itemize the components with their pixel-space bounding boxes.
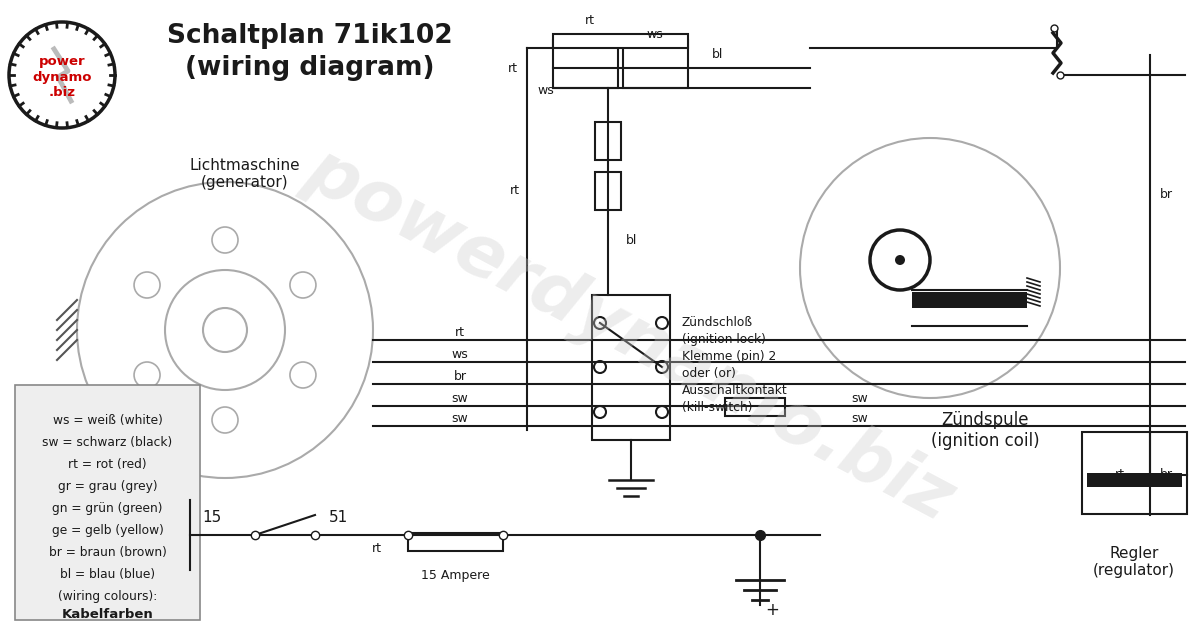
- Text: bl: bl: [626, 234, 637, 246]
- Text: sw: sw: [451, 411, 468, 425]
- Text: sw: sw: [852, 411, 869, 425]
- Text: Zündschloß
(ignition lock)
Klemme (pin) 2
oder (or)
Ausschaltkontakt
(kill-switc: Zündschloß (ignition lock) Klemme (pin) …: [682, 316, 787, 414]
- Circle shape: [290, 362, 316, 388]
- Text: gr = grau (grey): gr = grau (grey): [58, 480, 157, 493]
- Circle shape: [656, 317, 668, 329]
- Text: rt: rt: [1115, 469, 1126, 481]
- Circle shape: [656, 361, 668, 373]
- Text: ws = weiß (white): ws = weiß (white): [53, 414, 162, 427]
- Circle shape: [77, 182, 373, 478]
- Text: br = braun (brown): br = braun (brown): [48, 546, 167, 559]
- Text: Regler
(regulator): Regler (regulator): [1093, 546, 1175, 578]
- Text: br: br: [1159, 188, 1172, 202]
- Text: Kabelfarben: Kabelfarben: [61, 608, 154, 621]
- Text: sw: sw: [852, 391, 869, 404]
- Circle shape: [594, 406, 606, 418]
- Text: 51: 51: [329, 510, 348, 525]
- Text: bl = blau (blue): bl = blau (blue): [60, 568, 155, 581]
- Text: 15: 15: [203, 510, 222, 525]
- Text: Schaltplan 71ik102
(wiring diagram): Schaltplan 71ik102 (wiring diagram): [167, 23, 452, 81]
- Text: Zündspule
(ignition coil): Zündspule (ignition coil): [931, 411, 1039, 450]
- Text: ws: ws: [538, 84, 554, 96]
- Text: ge = gelb (yellow): ge = gelb (yellow): [52, 524, 163, 537]
- Circle shape: [10, 22, 115, 128]
- Text: br: br: [1159, 469, 1172, 481]
- Circle shape: [594, 317, 606, 329]
- Bar: [592, 295, 670, 440]
- Text: Lichtmaschine
(generator): Lichtmaschine (generator): [190, 158, 300, 190]
- Text: br: br: [454, 370, 467, 382]
- Text: rt: rt: [510, 183, 520, 197]
- Text: rt: rt: [586, 13, 595, 26]
- Text: rt = rot (red): rt = rot (red): [68, 458, 146, 471]
- Text: ws: ws: [647, 28, 664, 42]
- Bar: [553, 34, 688, 48]
- Text: rt: rt: [455, 326, 466, 338]
- Bar: [725, 398, 785, 416]
- Bar: [1082, 432, 1187, 514]
- Circle shape: [212, 227, 238, 253]
- Text: rt: rt: [508, 62, 518, 74]
- Circle shape: [134, 272, 160, 298]
- Bar: [595, 172, 622, 210]
- Text: sw = schwarz (black): sw = schwarz (black): [42, 436, 173, 449]
- Text: gn = grün (green): gn = grün (green): [53, 502, 163, 515]
- Text: bl: bl: [713, 49, 724, 62]
- Bar: [623, 40, 688, 88]
- Circle shape: [290, 272, 316, 298]
- Bar: [912, 292, 1027, 308]
- Circle shape: [203, 308, 247, 352]
- Text: (wiring colours):: (wiring colours):: [58, 590, 157, 603]
- Circle shape: [594, 361, 606, 373]
- Bar: [14, 385, 200, 620]
- Text: power
dynamo
.biz: power dynamo .biz: [32, 55, 91, 98]
- Text: +: +: [766, 601, 779, 619]
- Text: 15 Ampere: 15 Ampere: [421, 568, 490, 581]
- Text: rt: rt: [372, 542, 382, 554]
- Bar: [1087, 473, 1182, 487]
- Bar: [595, 122, 622, 160]
- Circle shape: [870, 230, 930, 290]
- Circle shape: [134, 362, 160, 388]
- Bar: [408, 533, 503, 551]
- Text: ws: ws: [451, 348, 468, 360]
- Bar: [553, 40, 618, 88]
- Circle shape: [212, 407, 238, 433]
- Circle shape: [166, 270, 286, 390]
- Circle shape: [800, 138, 1060, 398]
- Text: sw: sw: [451, 391, 468, 404]
- Text: powerdynamo.biz: powerdynamo.biz: [295, 135, 965, 535]
- Circle shape: [895, 255, 905, 265]
- Circle shape: [656, 406, 668, 418]
